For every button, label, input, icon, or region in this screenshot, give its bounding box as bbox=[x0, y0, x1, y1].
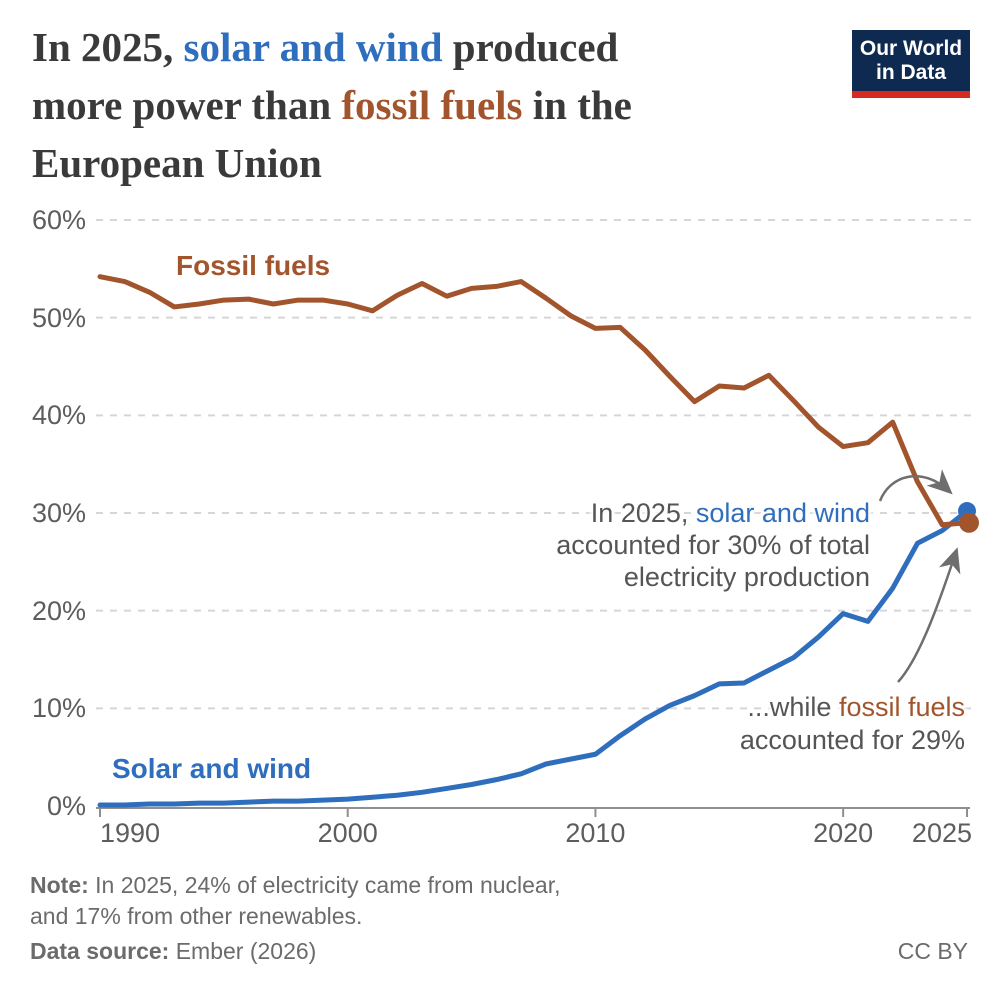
owid-logo-line2: in Data bbox=[875, 61, 946, 84]
chart-title-segment: In 2025, bbox=[32, 24, 184, 70]
chart-title-line: European Union bbox=[32, 134, 842, 192]
chart-title-segment: produced bbox=[442, 24, 619, 70]
arrow-to-solar-dot bbox=[878, 469, 953, 502]
y-axis-label-60%: 60% bbox=[31, 205, 86, 235]
fossil-annotation: ...while fossil fuels accounted for 29% bbox=[740, 691, 965, 757]
y-axis-label-30%: 30% bbox=[31, 498, 86, 528]
y-axis-label-40%: 40% bbox=[31, 400, 86, 431]
owid-logo[interactable]: Our World in Data bbox=[852, 30, 970, 98]
solar-annotation-highlight: solar and wind bbox=[695, 498, 870, 528]
note-text-1: In 2025, 24% of electricity came from nu… bbox=[88, 872, 561, 898]
x-axis-label-2025: 2025 bbox=[911, 818, 972, 848]
fossil-fuels-endpoint-dot bbox=[959, 512, 979, 533]
solar-annotation-prefix: In 2025, bbox=[590, 498, 696, 528]
solar-annotation-line3: electricity production bbox=[623, 562, 870, 592]
chart-title-segment: in the bbox=[522, 82, 632, 128]
chart-title-line: In 2025, solar and wind produced bbox=[32, 18, 842, 76]
fossil-annotation-line1: ...while fossil fuels bbox=[740, 691, 965, 724]
solar-annotation: In 2025, solar and wind accounted for 30… bbox=[556, 497, 870, 593]
x-axis-label-1990: 1990 bbox=[100, 818, 161, 848]
x-axis-label-2020: 2020 bbox=[813, 818, 874, 848]
arrow-to-fossil-dot bbox=[897, 547, 961, 683]
data-source-label: Data source: bbox=[30, 938, 170, 964]
x-axis-ticks bbox=[99, 808, 968, 817]
chart-title-segment: fossil fuels bbox=[341, 82, 523, 128]
data-source-value: Ember (2026) bbox=[169, 938, 317, 964]
x-axis-label-2000: 2000 bbox=[317, 818, 378, 848]
solar-wind-series-label: Solar and wind bbox=[112, 753, 312, 784]
fossil-annotation-prefix: ...while bbox=[747, 692, 839, 722]
footer-data-source: Data source: Ember (2026) bbox=[30, 938, 316, 965]
y-axis-label-50%: 50% bbox=[31, 302, 86, 333]
y-axis-label-0%: 0% bbox=[46, 791, 86, 821]
fossil-annotation-line2: accounted for 29% bbox=[739, 725, 965, 755]
solar-wind-line bbox=[97, 508, 970, 808]
solar-annotation-line2: accounted for 30% of total bbox=[556, 530, 870, 560]
chart-title-line: more power than fossil fuels in the bbox=[32, 76, 842, 134]
y-axis-label-20%: 20% bbox=[31, 595, 86, 626]
chart-title-segment: European Union bbox=[32, 140, 322, 186]
gridlines bbox=[96, 219, 977, 710]
y-axis-label-10%: 10% bbox=[31, 693, 86, 724]
chart-title: In 2025, solar and wind produced more pow… bbox=[32, 18, 842, 192]
footer-note-line1: Note: In 2025, 24% of electricity came f… bbox=[30, 870, 561, 901]
chart-title-segment: solar and wind bbox=[183, 24, 443, 70]
fossil-fuels-line bbox=[97, 274, 970, 528]
owid-logo-text: Our World in Data bbox=[852, 37, 970, 85]
owid-logo-line1: Our World bbox=[859, 37, 963, 60]
solar-annotation-line1: In 2025, solar and wind bbox=[556, 497, 870, 529]
fossil-annotation-highlight: fossil fuels bbox=[838, 692, 965, 722]
note-label: Note: bbox=[30, 872, 89, 898]
footer-note: Note: In 2025, 24% of electricity came f… bbox=[30, 870, 561, 932]
license-badge[interactable]: CC BY bbox=[897, 938, 968, 964]
fossil-fuels-series-label: Fossil fuels bbox=[176, 250, 331, 281]
owid-logo-red-bar bbox=[852, 91, 970, 98]
chart-title-segment: more power than bbox=[32, 82, 342, 128]
footer-note-line2: and 17% from other renewables. bbox=[30, 903, 363, 929]
x-axis-label-2010: 2010 bbox=[565, 818, 626, 848]
